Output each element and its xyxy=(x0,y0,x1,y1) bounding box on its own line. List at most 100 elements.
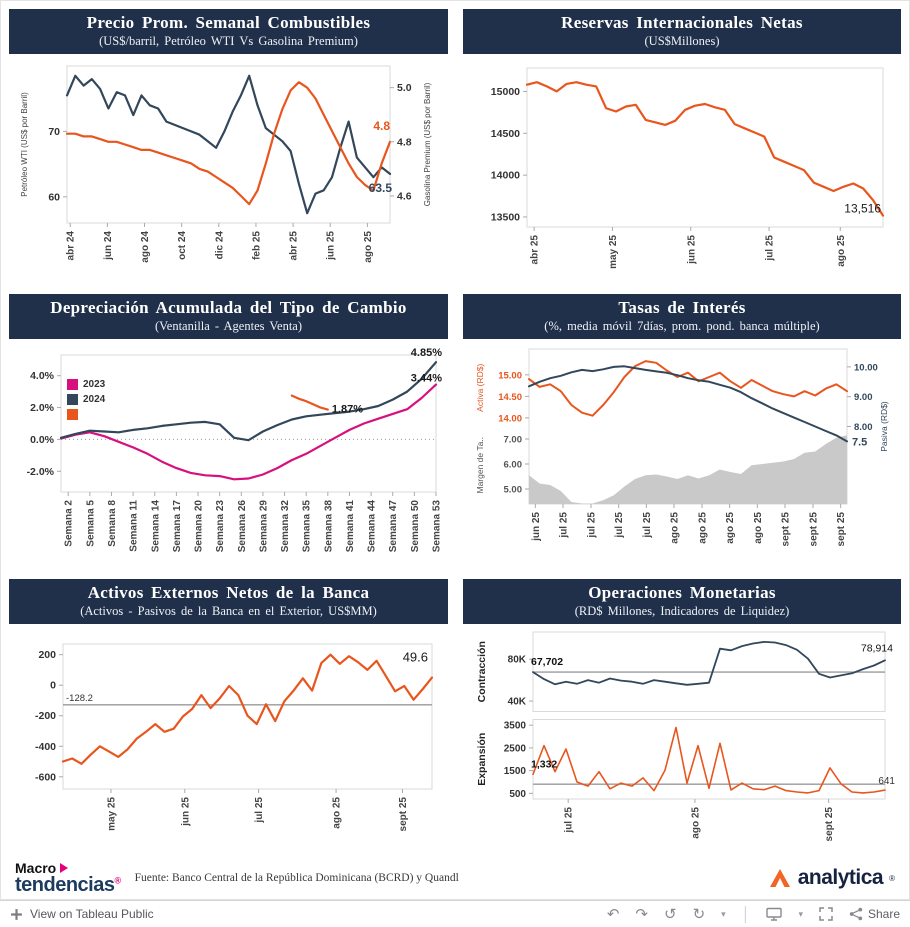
analytica-chevron-icon xyxy=(768,867,792,889)
fuel-prices-card: Precio Prom. Semanal Combustibles (US$/b… xyxy=(9,9,448,281)
svg-text:Semana 32: Semana 32 xyxy=(280,500,291,553)
svg-text:1500: 1500 xyxy=(504,766,527,777)
interest-rates-chart[interactable]: 14.00 14.50 15.00 Activa (RD$) 5.00 6.00 7.00 M… xyxy=(463,339,901,566)
svg-text:13500: 13500 xyxy=(491,211,520,223)
refresh-icon[interactable]: ↻ xyxy=(692,905,706,923)
external-assets-chart[interactable]: -128.2 -600 -400 -200 0 200 49.6 may 25 jun 25 ju… xyxy=(9,624,448,851)
registered-mark: ® xyxy=(889,873,895,883)
view-on-tableau-link[interactable]: View on Tableau Public xyxy=(30,907,154,921)
svg-text:ago 25: ago 25 xyxy=(725,512,736,544)
svg-text:13,516: 13,516 xyxy=(844,202,881,216)
tableau-logo-icon xyxy=(10,908,23,921)
svg-text:Semana 38: Semana 38 xyxy=(323,500,334,553)
svg-text:Activa (RD$): Activa (RD$) xyxy=(475,364,485,412)
fx-depreciation-card: Depreciación Acumulada del Tipo de Cambi… xyxy=(9,294,448,566)
svg-text:jul 25: jul 25 xyxy=(642,512,653,539)
footer: Macro tendencias® Fuente: Banco Central … xyxy=(9,856,901,900)
toolbar-divider: │ xyxy=(741,906,751,922)
svg-text:9.00: 9.00 xyxy=(854,392,873,403)
reset-icon[interactable]: ↺ xyxy=(664,905,677,923)
chevron-down-icon[interactable]: ▾ xyxy=(721,908,726,919)
svg-text:ago 25: ago 25 xyxy=(690,807,701,839)
svg-text:sept 25: sept 25 xyxy=(398,797,409,832)
svg-text:sept 25: sept 25 xyxy=(780,512,791,547)
chart-subtitle: (US$/barril, Petróleo WTI Vs Gasolina Pr… xyxy=(99,34,358,48)
dashboard: Precio Prom. Semanal Combustibles (US$/b… xyxy=(0,0,910,900)
fx-depreciation-chart[interactable]: -2.0% 0.0% 2.0% 4.0% 4.85% 3.44% 1.87% Semana 2… xyxy=(9,339,448,566)
svg-text:14500: 14500 xyxy=(491,128,520,140)
device-layout-icon[interactable] xyxy=(766,907,783,921)
legend-swatch xyxy=(67,379,78,390)
source-note: Fuente: Banco Central de la República Do… xyxy=(134,872,459,884)
svg-text:5.0: 5.0 xyxy=(397,82,412,94)
svg-text:dic 24: dic 24 xyxy=(214,231,225,260)
legend-item[interactable]: 2024 xyxy=(67,394,105,405)
svg-text:Semana 29: Semana 29 xyxy=(258,500,269,553)
svg-text:ago 24: ago 24 xyxy=(140,231,151,263)
svg-text:Semana 8: Semana 8 xyxy=(107,500,118,547)
svg-text:6.00: 6.00 xyxy=(504,460,523,471)
svg-text:1,332: 1,332 xyxy=(531,758,557,770)
svg-text:60: 60 xyxy=(48,191,60,203)
legend-item[interactable]: 2023 xyxy=(67,379,105,390)
chart-title: Activos Externos Netos de la Banca xyxy=(87,583,370,602)
share-button[interactable]: Share xyxy=(849,907,900,921)
share-label: Share xyxy=(867,907,900,921)
registered-mark: ® xyxy=(114,875,121,886)
chart-title: Depreciación Acumulada del Tipo de Cambi… xyxy=(50,298,407,317)
svg-text:7.5: 7.5 xyxy=(852,436,867,448)
svg-text:0.0%: 0.0% xyxy=(30,434,55,446)
international-reserves-chart[interactable]: 13500 14000 14500 15000 13,516 abr 25 may 25 ju… xyxy=(463,54,901,281)
chart-subtitle: (RD$ Millones, Indicadores de Liquidez) xyxy=(574,604,790,618)
legend-label: 2023 xyxy=(83,379,106,390)
chevron-down-icon[interactable]: ▾ xyxy=(798,908,803,919)
undo-icon[interactable]: ↶ xyxy=(606,905,620,923)
svg-text:sept 25: sept 25 xyxy=(808,512,819,547)
chart-title: Precio Prom. Semanal Combustibles xyxy=(86,13,371,32)
monetary-operations-title-bar: Operaciones Monetarias (RD$ Millones, In… xyxy=(463,579,901,624)
svg-text:Petróleo WTI (US$ por Barril): Petróleo WTI (US$ por Barril) xyxy=(20,92,29,197)
svg-text:4.6: 4.6 xyxy=(397,190,412,202)
svg-text:1.87%: 1.87% xyxy=(332,404,363,416)
monetary-operations-chart[interactable]: 40K 80K Contracción 67,702 78,914 500 1500 2500… xyxy=(463,624,901,851)
fullscreen-icon[interactable] xyxy=(819,907,833,921)
svg-text:Semana 53: Semana 53 xyxy=(432,500,443,553)
svg-text:-128.2: -128.2 xyxy=(66,693,93,704)
chart-subtitle: (US$Millones) xyxy=(644,34,720,48)
svg-text:14000: 14000 xyxy=(491,170,520,182)
svg-text:ago 25: ago 25 xyxy=(332,797,343,829)
svg-text:10.00: 10.00 xyxy=(854,362,878,373)
macrotendencias-logo: Macro tendencias® xyxy=(15,861,121,895)
redo-icon[interactable]: ↷ xyxy=(635,905,648,923)
svg-text:7.00: 7.00 xyxy=(504,435,523,446)
svg-text:Semana 44: Semana 44 xyxy=(367,500,378,553)
svg-text:Semana 5: Semana 5 xyxy=(85,500,96,547)
svg-text:15000: 15000 xyxy=(491,86,520,98)
svg-text:4.0%: 4.0% xyxy=(30,370,55,382)
svg-text:641: 641 xyxy=(878,776,895,787)
svg-text:Margen de Ta..: Margen de Ta.. xyxy=(475,437,485,494)
chart-legend: 2023 2024 xyxy=(67,379,105,420)
svg-text:Expansión: Expansión xyxy=(476,733,488,786)
svg-text:-600: -600 xyxy=(35,771,56,783)
analytica-logo-text: analytica xyxy=(797,866,884,889)
macrotendencias-triangle-icon xyxy=(60,863,69,873)
tableau-toolbar: View on Tableau Public ↶ ↷ ↺ ↻ ▾ │ ▾ Sha… xyxy=(0,900,910,927)
svg-text:80K: 80K xyxy=(508,655,527,666)
toolbar-left[interactable]: View on Tableau Public xyxy=(10,907,154,921)
svg-text:ago 25: ago 25 xyxy=(836,235,847,267)
svg-text:sept 25: sept 25 xyxy=(836,512,847,547)
svg-text:63.5: 63.5 xyxy=(369,181,393,195)
svg-text:Semana 35: Semana 35 xyxy=(302,500,313,553)
svg-text:abr 24: abr 24 xyxy=(66,231,77,261)
legend-swatch xyxy=(67,394,78,405)
svg-text:ago 25: ago 25 xyxy=(670,512,681,544)
svg-text:jul 25: jul 25 xyxy=(587,512,598,539)
fuel-prices-chart[interactable]: 60 70 Petróleo WTI (US$ por Barril) 4.6 4.8 5… xyxy=(9,54,448,281)
svg-text:feb 25: feb 25 xyxy=(251,231,262,260)
analytica-logo: analytica ® xyxy=(768,866,895,890)
legend-item[interactable] xyxy=(67,409,105,420)
svg-text:Semana 26: Semana 26 xyxy=(237,500,248,553)
chart-subtitle: (%, media móvil 7días, prom. pond. banca… xyxy=(544,319,820,333)
svg-text:Pasiva (RD$): Pasiva (RD$) xyxy=(879,401,889,452)
